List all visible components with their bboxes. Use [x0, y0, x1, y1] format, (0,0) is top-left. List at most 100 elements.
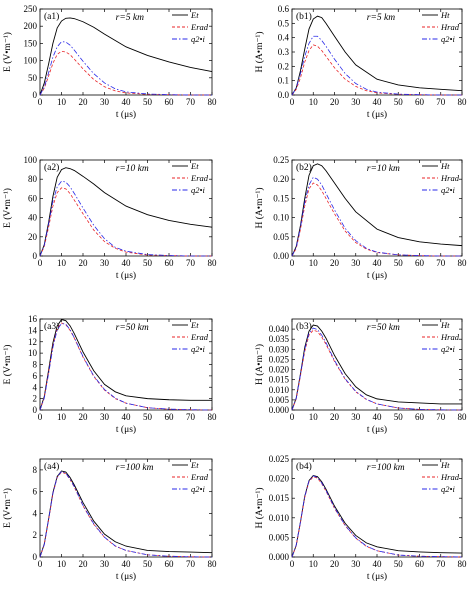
- x-tick-label: 20: [330, 97, 340, 107]
- panel-b3: 0 10 20 30 40 50 60 70 800.0000.0050.0100.0150.0…: [254, 318, 468, 435]
- y-tick-label: 8: [33, 465, 38, 475]
- x-tick-label: 50: [394, 258, 404, 268]
- y-tick-label: 0.3: [278, 47, 290, 57]
- panel-label: (a3): [44, 321, 59, 332]
- y-tick-label: 0.020: [269, 474, 290, 484]
- x-tick-label: 30: [100, 412, 110, 422]
- series-line-1: [291, 182, 462, 257]
- legend-entry: Hrad: [440, 22, 460, 32]
- legend-entry: q2•i: [191, 34, 205, 44]
- y-tick-label: 0.15: [273, 193, 289, 203]
- y-tick-label: 0.010: [269, 385, 290, 395]
- y-tick-label: 0.1: [278, 76, 289, 86]
- y-tick-label: 0.015: [269, 493, 290, 503]
- x-tick-label: 10: [309, 412, 319, 422]
- x-tick-label: 40: [373, 412, 383, 422]
- panel-label: (a4): [44, 461, 59, 472]
- distance-annotation: r=100 km: [367, 463, 405, 473]
- series-line-0: [39, 167, 213, 257]
- x-tick-label: 50: [394, 559, 404, 569]
- legend-entry: Erad: [190, 22, 209, 32]
- x-tick-label: 40: [122, 559, 132, 569]
- legend-entry: Ht: [440, 320, 450, 330]
- series-line-0: [291, 474, 463, 558]
- panel-label: (b3): [296, 321, 312, 332]
- y-tick-label: 0: [33, 251, 38, 261]
- y-tick-label: 0.025: [269, 354, 290, 364]
- x-axis-label: t (μs): [367, 424, 387, 435]
- series-line-2: [39, 180, 212, 257]
- y-tick-label: 0.25: [273, 155, 289, 165]
- x-tick-label: 50: [143, 258, 153, 268]
- x-tick-label: 30: [351, 97, 361, 107]
- y-tick-label: 0.015: [269, 375, 290, 385]
- y-tick-label: 0.20: [273, 174, 289, 184]
- x-tick-label: 0: [290, 412, 295, 422]
- legend-entry: q2•i: [441, 34, 455, 44]
- series-line-1: [39, 187, 212, 257]
- series-line-1: [291, 329, 463, 411]
- series-line-0: [39, 319, 212, 411]
- series-line-1: [39, 471, 213, 558]
- x-tick-label: 70: [436, 412, 446, 422]
- series-line-2: [291, 475, 463, 558]
- y-tick-label: 0: [33, 405, 38, 415]
- x-axis-label: t (μs): [367, 270, 387, 281]
- series-line-0: [39, 470, 213, 558]
- series-line-0: [39, 17, 213, 96]
- series-line-2: [39, 471, 213, 558]
- y-tick-label: 0.030: [269, 344, 290, 354]
- x-tick-label: 10: [57, 97, 67, 107]
- x-tick-label: 40: [373, 97, 383, 107]
- y-axis-label: H (A•m⁻¹): [254, 31, 265, 72]
- x-tick-label: 50: [143, 559, 153, 569]
- panel-label: (b2): [296, 162, 312, 173]
- y-tick-label: 0.05: [273, 232, 289, 242]
- panel-label: (b1): [296, 11, 312, 22]
- distance-annotation: r=5 km: [367, 13, 395, 23]
- distance-annotation: r=50 km: [367, 323, 400, 333]
- x-tick-label: 50: [394, 97, 404, 107]
- x-tick-label: 30: [351, 258, 361, 268]
- y-tick-label: 0.000: [269, 552, 290, 562]
- y-tick-label: 2: [33, 394, 38, 404]
- y-tick-label: 10: [28, 348, 38, 358]
- legend-entry: Et: [190, 161, 199, 171]
- x-tick-label: 70: [436, 97, 446, 107]
- distance-annotation: r=5 km: [116, 13, 144, 23]
- y-tick-label: 0.4: [278, 33, 290, 43]
- legend-entry: Erad: [190, 472, 209, 482]
- x-tick-label: 50: [143, 97, 153, 107]
- series-line-0: [291, 15, 463, 96]
- y-tick-label: 0.020: [269, 365, 290, 375]
- y-tick-label: 0.005: [269, 395, 290, 405]
- x-tick-label: 80: [458, 258, 468, 268]
- y-tick-label: 0: [33, 90, 38, 100]
- y-tick-label: 0.10: [273, 213, 289, 223]
- x-tick-label: 80: [208, 97, 218, 107]
- legend-entry: Et: [190, 460, 199, 470]
- y-axis-label: H (A•m⁻¹): [254, 344, 265, 385]
- y-tick-label: 100: [24, 56, 38, 66]
- legend-entry: Hrad: [440, 332, 460, 342]
- y-axis-label: H (A•m⁻¹): [254, 187, 265, 228]
- distance-annotation: r=10 km: [367, 164, 400, 174]
- x-tick-label: 20: [79, 97, 89, 107]
- x-tick-label: 70: [436, 258, 446, 268]
- x-tick-label: 80: [458, 412, 468, 422]
- series-line-1: [291, 44, 462, 96]
- x-tick-label: 20: [79, 258, 89, 268]
- x-tick-label: 80: [208, 258, 218, 268]
- series-line-2: [291, 176, 462, 257]
- panel-b1: 0 10 20 30 40 50 60 70 80 0.0 0.1 0.2 0.3 0.4 0.5 0.6 t …: [254, 4, 467, 120]
- x-tick-label: 80: [208, 559, 218, 569]
- legend-entry: Erad: [190, 332, 209, 342]
- plot-frame: [291, 159, 463, 257]
- series-line-2: [291, 327, 463, 411]
- legend-entry: Et: [190, 10, 199, 20]
- panel-b2: 0 10 20 30 40 50 60 70 80 0.00 0.05 0.10 0.15 0.20 0.2…: [254, 155, 467, 281]
- x-tick-label: 20: [330, 412, 340, 422]
- x-tick-label: 60: [165, 97, 175, 107]
- x-tick-label: 10: [309, 559, 319, 569]
- x-tick-label: 20: [330, 559, 340, 569]
